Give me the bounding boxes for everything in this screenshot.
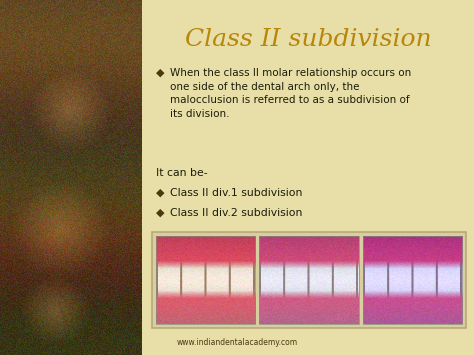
Text: Class II subdivision: Class II subdivision	[185, 28, 431, 51]
Text: It can be-: It can be-	[156, 168, 208, 178]
Text: www.indiandentalacademy.com: www.indiandentalacademy.com	[176, 338, 298, 347]
Bar	[259, 236, 359, 324]
Text: Class II div.1 subdivision: Class II div.1 subdivision	[170, 188, 302, 198]
Bar	[152, 232, 466, 328]
Text: ◆: ◆	[156, 68, 164, 78]
Bar	[142, 0, 474, 355]
Bar	[363, 236, 462, 324]
Text: When the class II molar relationship occurs on
one side of the dental arch only,: When the class II molar relationship occ…	[170, 68, 411, 119]
Bar	[156, 236, 255, 324]
Text: Class II div.2 subdivision: Class II div.2 subdivision	[170, 208, 302, 218]
Text: ◆: ◆	[156, 188, 164, 198]
Text: ◆: ◆	[156, 208, 164, 218]
